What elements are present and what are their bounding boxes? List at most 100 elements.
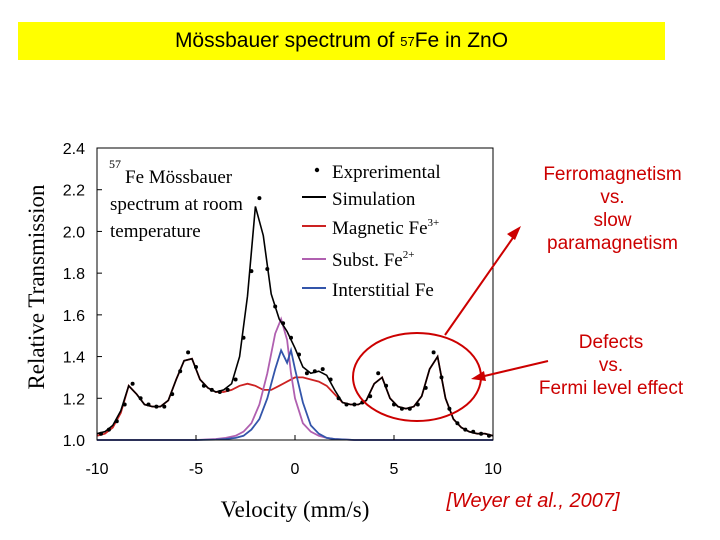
- legend-label-magnetic-text: Magnetic Fe: [332, 218, 428, 239]
- x-tick-label: -10: [85, 461, 108, 478]
- plot-layer: [96, 196, 494, 441]
- y-tick-label: 1.2: [63, 391, 85, 408]
- data-point: [154, 404, 159, 409]
- legend-label-subst: Subst. Fe2+: [332, 249, 414, 271]
- y-tick-label: 2.0: [63, 224, 85, 241]
- data-point: [471, 429, 476, 434]
- legend-label-simulation: Simulation: [332, 189, 416, 210]
- title-suffix: Fe in ZnO: [414, 29, 509, 52]
- callout-bottom-line: Defects: [578, 332, 644, 353]
- data-point: [423, 385, 428, 390]
- data-point: [201, 383, 206, 388]
- callout-top-line: slow: [593, 210, 632, 231]
- data-point: [352, 402, 357, 407]
- legend-label-magnetic-sup: 3+: [428, 217, 440, 229]
- data-point: [273, 304, 278, 309]
- data-point: [479, 431, 484, 436]
- callout-top-line: Ferromagnetism: [543, 164, 682, 185]
- legend: Exprerimental Simulation Magnetic Fe3+ S…: [302, 162, 441, 301]
- data-point: [257, 196, 262, 201]
- callout-top-line: vs.: [600, 187, 625, 208]
- legend-label-interstitial: Interstitial Fe: [332, 280, 434, 301]
- data-point: [194, 365, 198, 369]
- data-point: [297, 352, 301, 357]
- data-point: [209, 387, 214, 392]
- arrow-head-top: [507, 226, 521, 240]
- data-point: [447, 406, 452, 411]
- data-point: [455, 421, 460, 426]
- data-point: [162, 404, 167, 409]
- data-point: [178, 369, 183, 374]
- y-tick-label: 2.4: [63, 141, 85, 158]
- series-line-4: [97, 346, 493, 441]
- data-point: [186, 350, 191, 355]
- y-tick-label: 1.0: [63, 433, 85, 450]
- data-point: [304, 371, 309, 376]
- highlight-ellipse: [352, 332, 482, 422]
- legend-marker-experimental: [314, 167, 320, 173]
- callout-top-line: paramagnetism: [547, 233, 678, 254]
- data-point: [265, 267, 270, 271]
- data-point: [138, 396, 143, 401]
- data-point: [463, 427, 468, 432]
- legend-label-experimental: Exprerimental: [332, 162, 441, 183]
- data-point: [487, 433, 491, 438]
- citation: [Weyer et al., 2007]: [446, 490, 620, 512]
- data-point: [407, 406, 412, 411]
- arrow-line-top: [444, 231, 518, 336]
- data-point: [336, 396, 341, 401]
- data-point: [114, 419, 119, 424]
- callout-bottom: Defects vs. Fermi level effect: [505, 331, 717, 400]
- data-point: [376, 371, 381, 376]
- data-point: [328, 377, 333, 382]
- title-banner: Mössbauer spectrum of 57 Fe in ZnO: [18, 22, 665, 60]
- data-point: [431, 350, 436, 355]
- callout-bottom-line: vs.: [598, 355, 624, 376]
- x-tick-label: -5: [189, 461, 203, 478]
- data-point: [106, 427, 111, 432]
- data-point: [289, 335, 293, 340]
- ticks-layer: -10 -5 0 5 10 1.0 1.2 1.4 1.6 1.8 2.0 2.2 2.4: [63, 141, 502, 478]
- data-point: [146, 402, 151, 407]
- x-axis-label: Velocity (mm/s): [221, 497, 370, 522]
- title-prefix: Mössbauer spectrum of: [174, 29, 395, 52]
- annotation-isotope: 57: [109, 157, 121, 171]
- data-point: [320, 367, 325, 372]
- data-point: [225, 387, 230, 392]
- annotation-line2: spectrum at room: [110, 194, 243, 215]
- data-point: [344, 402, 349, 407]
- annotation-line3: temperature: [110, 221, 201, 242]
- legend-label-subst-sup: 2+: [403, 249, 415, 261]
- x-tick-label: 5: [390, 461, 399, 478]
- series-line-1: [96, 206, 494, 437]
- data-point: [281, 321, 286, 326]
- y-tick-label: 1.8: [63, 266, 85, 283]
- data-point: [99, 431, 103, 436]
- y-tick-label: 1.4: [63, 350, 85, 367]
- data-point: [217, 390, 222, 394]
- data-point: [170, 392, 175, 397]
- x-tick-label: 0: [291, 461, 300, 478]
- legend-label-magnetic: Magnetic Fe3+: [332, 217, 439, 239]
- data-point: [399, 406, 404, 411]
- data-point: [233, 377, 238, 382]
- title-isotope: 57: [400, 33, 415, 49]
- data-point: [312, 369, 317, 374]
- data-point: [241, 335, 246, 340]
- arrow-line-bottom: [475, 360, 549, 379]
- y-axis-label: Relative Transmission: [24, 184, 49, 390]
- y-tick-label: 1.6: [63, 308, 85, 325]
- data-point: [392, 402, 396, 407]
- data-point: [384, 383, 389, 388]
- data-point: [130, 381, 135, 386]
- data-point: [368, 394, 373, 399]
- x-tick-label: 10: [484, 461, 502, 478]
- callout-bottom-line: Fermi level effect: [538, 378, 684, 399]
- data-point: [122, 402, 127, 407]
- data-point: [415, 402, 420, 407]
- y-tick-label: 2.2: [63, 183, 85, 200]
- arrow-head-bottom: [471, 371, 486, 381]
- data-point: [439, 375, 444, 380]
- legend-label-subst-text: Subst. Fe: [332, 250, 403, 271]
